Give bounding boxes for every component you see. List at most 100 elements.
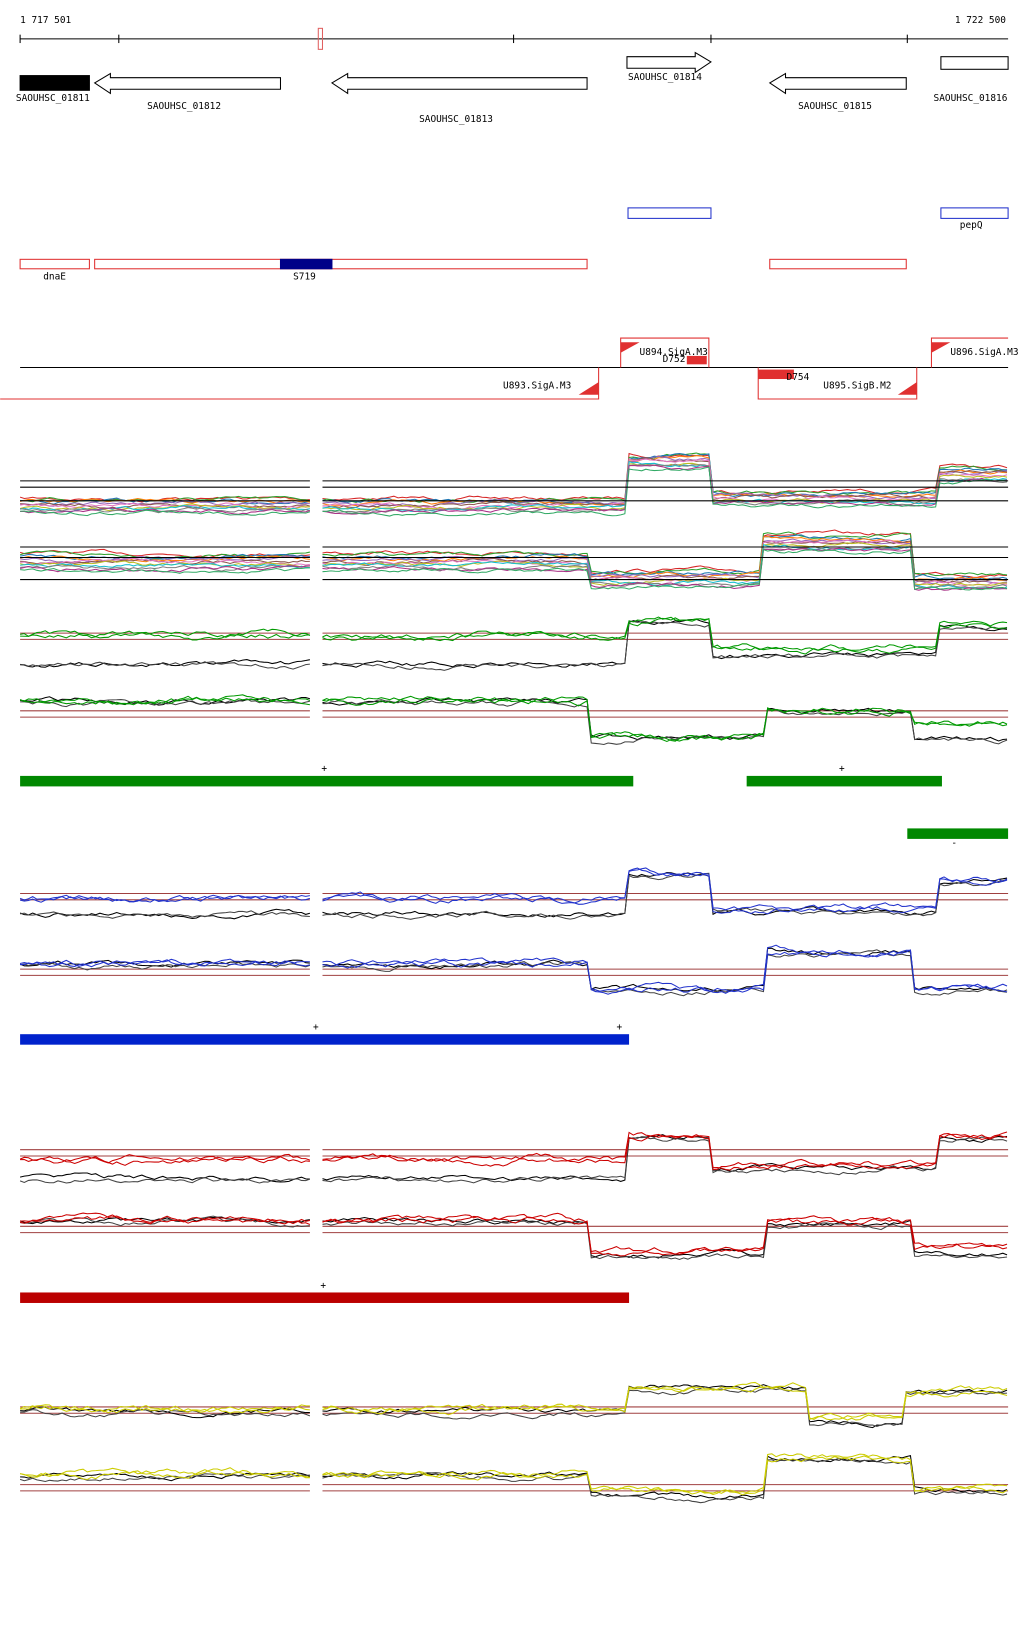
trace <box>322 1382 1008 1421</box>
feature-label: pepQ <box>960 220 983 231</box>
trace <box>322 620 1008 671</box>
transcript-label: D754 <box>787 372 810 383</box>
trace <box>20 1406 310 1419</box>
trace <box>322 458 1008 511</box>
trace <box>322 531 1008 577</box>
trace <box>19 1177 311 1184</box>
trace <box>19 1212 311 1226</box>
ruler-end: 1 722 500 <box>955 15 1006 26</box>
trace <box>322 1453 1008 1495</box>
trace <box>322 944 1008 993</box>
trace <box>20 631 311 641</box>
trace <box>20 564 310 572</box>
trace <box>322 695 1008 742</box>
transcript-label: U896.SigA.M3 <box>950 347 1018 358</box>
trace <box>322 463 1008 513</box>
trace <box>20 628 310 638</box>
trace <box>322 1386 1008 1427</box>
trace <box>322 872 1008 920</box>
trace <box>20 1214 310 1225</box>
trace <box>19 908 311 920</box>
transcript-label: U893.SigA.M3 <box>503 380 571 391</box>
trace <box>322 1136 1008 1184</box>
trace <box>20 500 310 507</box>
trace <box>322 618 1008 669</box>
strand-mark: + <box>321 764 327 775</box>
gene-label: SAOUHSC_01815 <box>798 101 872 112</box>
gene-label: SAOUHSC_01814 <box>628 72 702 83</box>
trace <box>19 894 311 903</box>
trace <box>20 1156 310 1166</box>
ruler-start: 1 717 501 <box>20 15 71 26</box>
ruler <box>19 34 1009 44</box>
trace <box>20 659 310 668</box>
trace <box>322 1381 1008 1421</box>
trace <box>322 1384 1008 1429</box>
trace <box>19 1153 311 1164</box>
gene-label: SAOUHSC_01811 <box>16 93 90 104</box>
trace <box>19 697 310 706</box>
trace <box>20 1409 311 1418</box>
transcript-label: U895.SigB.M2 <box>823 380 891 391</box>
trace <box>20 910 310 919</box>
feature-label: S719 <box>293 271 316 282</box>
trace <box>19 958 311 967</box>
trace <box>322 529 1008 578</box>
trace <box>322 452 1008 503</box>
trace <box>20 502 311 509</box>
trace <box>20 563 310 569</box>
feature-boxes <box>19 207 1009 270</box>
trace <box>322 535 1008 582</box>
trace <box>19 503 310 512</box>
segment-bars <box>20 775 1009 1303</box>
trace <box>322 1131 1008 1171</box>
strand-mark: + <box>313 1022 319 1033</box>
trace <box>322 452 1008 506</box>
trace <box>20 567 310 574</box>
trace <box>322 538 1008 585</box>
trace <box>322 1457 1008 1504</box>
trace <box>322 540 1008 584</box>
trace <box>322 696 1008 743</box>
strand-mark: + <box>839 764 845 775</box>
trace <box>322 544 1008 590</box>
transcript-label: U894.SigA.M3 <box>640 347 708 358</box>
trace <box>20 509 311 517</box>
trace <box>20 557 310 566</box>
trace <box>19 1473 310 1482</box>
trace <box>322 545 1008 590</box>
gene-label: SAOUHSC_01813 <box>419 114 493 125</box>
trace <box>19 496 310 503</box>
trace <box>20 502 311 510</box>
trace <box>322 1219 1008 1261</box>
cursor <box>317 27 324 50</box>
trace <box>322 1454 1008 1500</box>
gene-arrows <box>19 51 1009 95</box>
trace <box>19 1172 310 1183</box>
strand-mark: + <box>616 1022 622 1033</box>
trace <box>322 548 1008 591</box>
trace <box>20 1404 310 1413</box>
trace <box>322 949 1008 995</box>
gene-label: SAOUHSC_01816 <box>934 93 1008 104</box>
trace <box>20 661 310 670</box>
trace <box>20 698 310 708</box>
strand-mark: + <box>320 1280 326 1291</box>
trace <box>322 617 1008 653</box>
trace <box>19 1404 310 1414</box>
feature-label: dnaE <box>43 271 66 282</box>
trace <box>322 466 1008 517</box>
trace <box>322 1134 1008 1182</box>
trace <box>20 497 310 505</box>
gene-label: SAOUHSC_01812 <box>147 101 221 112</box>
trace <box>20 959 310 968</box>
trace <box>20 1467 310 1481</box>
transcript-label: D752 <box>663 354 686 365</box>
trace <box>322 696 1008 742</box>
trace <box>19 694 311 706</box>
trace <box>322 1133 1008 1171</box>
strand-mark: - <box>951 838 957 849</box>
expression-traces <box>19 452 1009 1504</box>
trace <box>322 867 1008 914</box>
